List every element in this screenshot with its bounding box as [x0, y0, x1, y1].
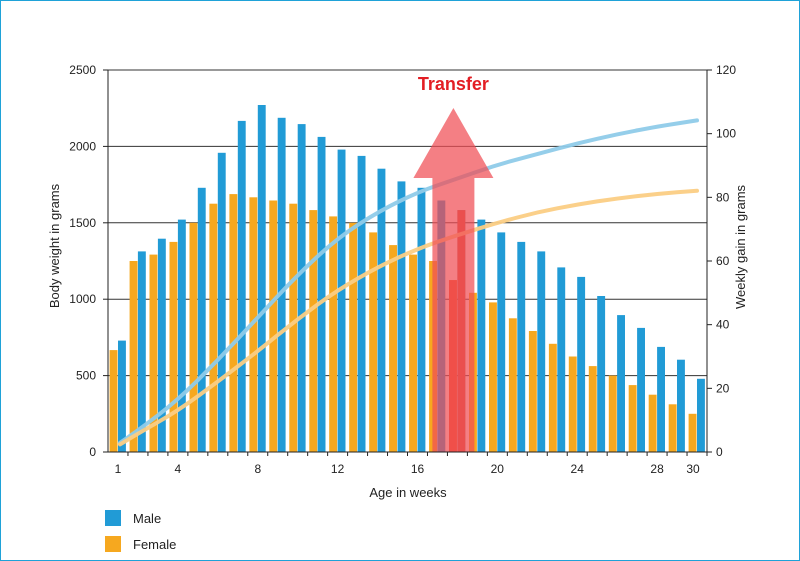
x-tick-label: 8 [254, 462, 261, 476]
bar-female-week-9 [269, 200, 278, 452]
x-tick-label: 1 [115, 462, 122, 476]
y-left-tick-label: 2500 [69, 63, 96, 77]
legend-swatch-female [105, 536, 121, 552]
bar-female-week-21 [508, 318, 517, 452]
legend-label-female: Female [133, 536, 177, 552]
bar-female-week-24 [568, 356, 577, 452]
bar-male-week-23 [557, 267, 566, 452]
y-axis-right-label: Weekly gain in grams [733, 184, 748, 309]
tick-labels: 0 500 1000 1500 2000 2500 0 20 40 60 80 100 120 1 4 8 12… [69, 63, 736, 476]
y-left-tick-label: 1500 [69, 216, 96, 230]
bar-male-week-27 [637, 327, 645, 452]
bar-male-week-20 [497, 232, 506, 452]
bar-female-week-12 [329, 216, 338, 452]
bar-male-week-29 [677, 359, 685, 452]
bar-male-week-15 [397, 181, 406, 452]
bar-female-week-13 [349, 222, 358, 452]
y-right-tick-label: 60 [716, 254, 730, 268]
y-left-tick-label: 0 [89, 445, 96, 459]
legend-item-female: Female [105, 531, 176, 557]
bar-male-week-4 [177, 219, 186, 452]
curve-female [118, 188, 699, 447]
bars [109, 105, 705, 453]
cumulative-curves [118, 118, 699, 447]
transfer-arrow [413, 108, 494, 452]
y-right-tick-label: 80 [716, 190, 730, 204]
y-axis-left-label: Body weight in grams [47, 183, 62, 308]
bar-male-week-6 [217, 152, 226, 453]
bar-male-week-8 [257, 105, 266, 452]
bar-male-week-12 [337, 149, 346, 452]
legend-label-male: Male [133, 510, 162, 526]
x-axis-label: Age in weeks [369, 485, 447, 500]
bar-female-week-7 [229, 194, 238, 452]
legend: Male Female [105, 505, 176, 557]
bar-female-week-1 [109, 350, 118, 452]
bar-male-week-21 [517, 241, 526, 452]
bar-male-week-9 [277, 117, 286, 453]
bar-female-week-3 [149, 254, 158, 452]
legend-item-male: Male [105, 505, 176, 531]
y-left-tick-label: 500 [76, 369, 96, 383]
bar-female-week-10 [289, 203, 298, 452]
y-left-tick-label: 1000 [69, 292, 96, 306]
gridlines [108, 69, 707, 377]
transfer-arrow-shape [413, 108, 494, 452]
bar-female-week-22 [528, 331, 537, 452]
bar-male-week-22 [537, 251, 546, 452]
annotation-transfer: Transfer [418, 74, 489, 94]
bar-male-week-5 [197, 187, 206, 453]
bar-female-week-25 [588, 366, 597, 452]
bar-female-week-28 [648, 394, 657, 452]
bar-female-week-2 [129, 261, 138, 452]
y-left-tick-label: 2000 [69, 139, 96, 153]
bar-female-week-27 [628, 385, 637, 452]
legend-swatch-male [105, 510, 121, 526]
y-right-tick-label: 0 [716, 445, 723, 459]
bar-female-week-6 [209, 203, 218, 452]
x-tick-label: 28 [650, 462, 664, 476]
bar-female-week-15 [389, 245, 397, 452]
bar-female-week-26 [608, 375, 617, 452]
bar-male-week-16 [417, 187, 426, 453]
axes [103, 69, 712, 456]
bar-male-week-1 [118, 340, 126, 452]
bar-female-week-23 [548, 343, 557, 452]
bar-male-week-14 [377, 168, 386, 452]
bar-female-week-30 [688, 413, 697, 452]
x-tick-label: 16 [411, 462, 425, 476]
x-tick-label: 30 [686, 462, 700, 476]
bar-female-week-29 [668, 404, 677, 453]
bar-male-week-3 [157, 238, 166, 452]
y-right-tick-label: 100 [716, 127, 736, 141]
curve-male [118, 118, 699, 445]
bar-male-week-10 [297, 124, 306, 452]
bar-male-week-25 [597, 296, 606, 452]
y-right-tick-label: 120 [716, 63, 736, 77]
bar-female-week-4 [169, 241, 178, 452]
bar-male-week-7 [237, 120, 246, 453]
bar-male-week-13 [357, 155, 366, 452]
bar-female-week-5 [189, 222, 198, 452]
x-tick-label: 4 [175, 462, 182, 476]
bar-male-week-19 [477, 219, 486, 452]
x-tick-label: 24 [571, 462, 585, 476]
bar-male-week-30 [697, 378, 705, 452]
bar-male-week-11 [317, 136, 326, 452]
y-right-tick-label: 20 [716, 381, 730, 395]
bar-male-week-28 [657, 346, 665, 452]
bar-female-week-20 [489, 302, 497, 452]
bar-male-week-26 [617, 315, 625, 452]
bar-female-week-16 [409, 254, 417, 452]
y-right-tick-label: 40 [716, 318, 730, 332]
bar-female-week-14 [369, 232, 378, 452]
bar-female-week-11 [309, 210, 318, 452]
x-tick-label: 12 [331, 462, 345, 476]
x-tick-label: 20 [491, 462, 505, 476]
bar-male-week-24 [577, 276, 586, 452]
bar-male-week-2 [137, 251, 146, 452]
